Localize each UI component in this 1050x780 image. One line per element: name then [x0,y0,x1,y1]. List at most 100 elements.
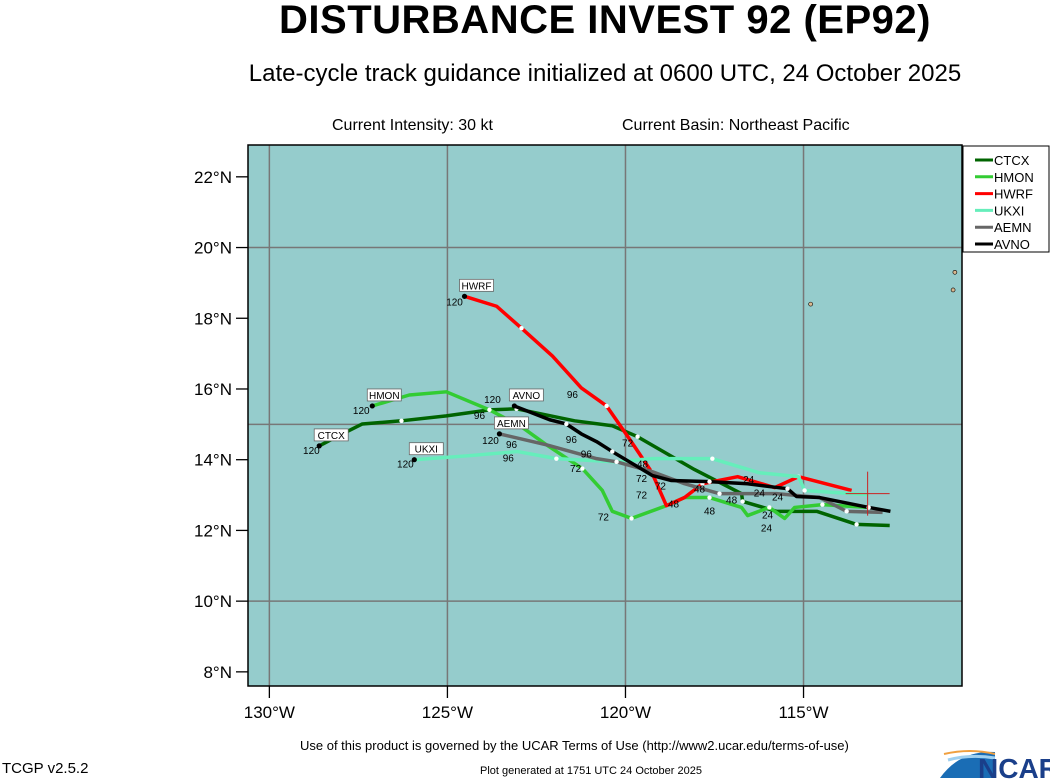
map-frame [247,144,963,687]
ncar-logo: NCAR [940,750,1050,780]
svg-text:NCAR: NCAR [978,753,1050,780]
track-point [785,486,790,491]
model-label-group: CTCX [313,428,349,442]
current-basin: Current Basin: Northeast Pacific [622,117,850,134]
island [952,269,958,275]
model-label: AVNO [513,391,541,402]
forecast-hour-label-group: 48 [694,485,706,496]
forecast-hour-label: 120 [484,395,501,406]
lat-tick-label: 20°N [194,239,232,258]
forecast-hour-label-group: 96 [566,435,578,446]
lon-tick-label: 125°W [422,703,473,722]
track-point [635,434,640,439]
forecast-hour-label-group: 24 [762,511,774,522]
forecast-hour-label: 72 [570,464,582,475]
forecast-hour-label-group: 72 [570,464,582,475]
current-intensity: Current Intensity: 30 kt [332,117,493,134]
forecast-hour-label: 120 [397,460,414,471]
track-point [614,459,619,465]
forecast-hour-label-group: 48 [637,460,649,471]
lon-tick-label: 130°W [244,703,295,722]
version-label: TCGP v2.5.2 [2,760,89,777]
legend-label: UKXI [994,203,1024,218]
track-point [629,516,634,521]
track-ukxi [414,449,869,497]
forecast-hour-label: 72 [655,482,667,493]
track-point [820,502,825,507]
lat-tick-label: 22°N [194,168,232,187]
forecast-hour-label-group: 72 [636,474,648,485]
legend-box [962,145,1050,253]
legend-label: CTCX [994,153,1030,168]
forecast-hour-label-group: 96 [567,390,579,401]
track-hmon [371,390,869,521]
track-point [707,479,712,484]
ocean-background [248,145,962,686]
track-hwrf [463,294,853,508]
forecast-hour-label-group: 24 [772,492,784,503]
forecast-hour-label-group: 96 [506,440,518,451]
track-point [610,449,615,454]
forecast-hour-label: 48 [637,460,649,471]
forecast-hour-label-group: 120 [446,297,463,308]
lat-tick-label: 18°N [194,309,232,328]
lat-tick-label: 16°N [194,380,232,399]
track-point [767,505,772,510]
track-point [564,421,569,427]
island [950,287,956,293]
forecast-hour-label-group: 72 [655,482,667,493]
page-title: DISTURBANCE INVEST 92 (EP92) [279,0,931,42]
model-label-box [366,388,402,402]
track-point [802,488,807,493]
track-point [707,495,712,500]
lat-tick-label: 8°N [203,663,232,682]
forecast-hour-label-group: 72 [598,513,610,524]
terms-of-use: Use of this product is governed by the U… [300,738,849,753]
model-label-group: HMON [366,388,402,402]
model-label-box [459,278,494,292]
model-label: CTCX [318,431,346,442]
model-label-box [313,428,349,442]
tracks-layer [316,293,891,528]
lat-tick-label: 10°N [194,592,232,611]
forecast-hour-label: 72 [622,439,634,450]
forecast-hour-label: 72 [598,513,610,524]
forecast-hour-label: 96 [567,390,579,401]
track-point [717,491,722,496]
lon-tick-label: 115°W [779,703,829,722]
model-label-box [508,388,544,402]
track-point [844,509,849,514]
track-endpoint [411,457,417,463]
forecast-hour-label-group: 48 [668,500,680,511]
forecast-hour-label-group: 96 [581,450,593,461]
legend-label: HMON [994,170,1034,185]
forecast-hour-label: 96 [503,454,515,465]
forecast-hour-label: 120 [446,297,463,308]
lat-tick-label: 14°N [194,451,232,470]
track-point [487,407,492,413]
model-label: HMON [369,391,400,402]
model-label-group: AEMN [494,416,529,430]
forecast-hour-label-group: 120 [353,406,370,417]
forecast-hour-label-group: 24 [754,489,766,500]
model-label-group: UKXI [408,442,444,456]
track-point [519,325,524,331]
model-label: AEMN [497,419,526,430]
forecast-hour-label: 48 [668,500,680,511]
forecast-hour-label-group: 48 [726,496,738,507]
forecast-hour-label: 120 [303,446,320,457]
track-endpoint [316,443,322,449]
forecast-hour-label-group: 96 [503,454,515,465]
forecast-hour-label: 24 [761,524,773,535]
forecast-hour-label: 96 [566,435,578,446]
island [808,301,813,307]
track-point [554,456,559,461]
page-subtitle: Late-cycle track guidance initialized at… [248,60,962,87]
track-point [399,418,404,424]
track-endpoint [369,403,375,409]
generated-timestamp: Plot generated at 1751 UTC 24 October 20… [480,765,702,777]
legend-label: HWRF [994,187,1033,202]
forecast-hour-label-group: 72 [622,439,634,450]
forecast-hour-label: 24 [772,492,784,503]
